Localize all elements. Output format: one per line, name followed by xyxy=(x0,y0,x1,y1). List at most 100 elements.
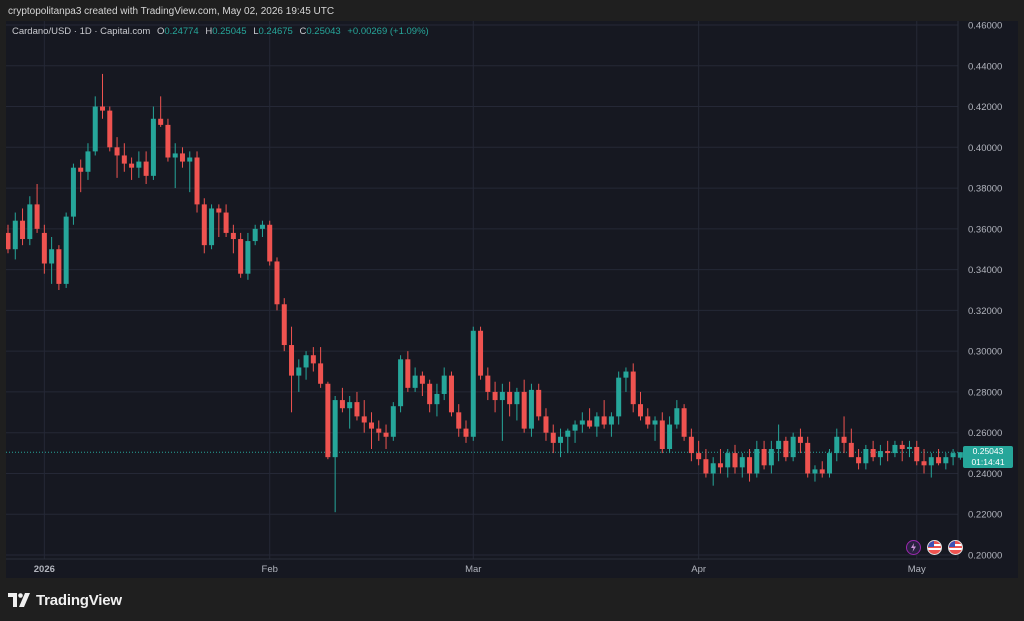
high-value: 0.25045 xyxy=(212,26,247,37)
candle-body xyxy=(478,330,484,376)
candle-body xyxy=(143,161,149,176)
candle-body xyxy=(165,124,171,158)
low-value: 0.24675 xyxy=(258,26,293,37)
brand-wordmark: TradingView xyxy=(36,591,122,609)
y-tick-label: 0.40000 xyxy=(968,143,1002,154)
candle-body xyxy=(827,453,833,474)
candle-body xyxy=(150,118,156,176)
bar-countdown: 01:14:41 xyxy=(971,457,1005,467)
tradingview-logo-icon xyxy=(8,593,30,607)
candle-body xyxy=(70,167,76,217)
y-tick-label: 0.42000 xyxy=(968,102,1002,113)
candle-body xyxy=(805,442,811,474)
candle-body xyxy=(652,420,658,425)
high-label: H xyxy=(205,26,213,37)
candle-body xyxy=(419,375,425,384)
candle-body xyxy=(536,389,542,417)
candle-body xyxy=(543,416,549,433)
y-tick-label: 0.30000 xyxy=(968,347,1002,358)
candle-body xyxy=(863,449,869,464)
symbol-title: Cardano/USD · 1D · Capital.com xyxy=(12,26,151,37)
candle-body xyxy=(129,163,135,168)
last-price-value: 0.25043 xyxy=(972,446,1004,456)
candle-body xyxy=(136,161,142,168)
candle-body xyxy=(63,216,69,284)
snapshot-header: cryptopolitanpa3 created with TradingVie… xyxy=(8,6,335,17)
candle-body xyxy=(514,391,520,405)
candle-body xyxy=(201,204,207,246)
candle-body xyxy=(107,110,113,148)
candle-body xyxy=(579,420,585,425)
candle-body xyxy=(906,446,912,449)
us-flag-icon[interactable] xyxy=(927,540,942,555)
candle-body xyxy=(761,449,767,466)
candle-body xyxy=(6,232,11,250)
candle-body xyxy=(238,239,244,274)
y-tick-label: 0.38000 xyxy=(968,184,1002,195)
y-tick-label: 0.46000 xyxy=(968,21,1002,32)
candle-body xyxy=(470,330,476,437)
change-value: +0.00269 (+1.09%) xyxy=(347,26,429,37)
candle-body xyxy=(594,416,600,427)
candle-body xyxy=(441,375,447,394)
candle-body xyxy=(41,232,47,264)
candle-body xyxy=(448,375,454,413)
candle-body xyxy=(347,402,353,409)
candle-body xyxy=(776,440,782,449)
candle-body xyxy=(230,232,236,240)
candle-body xyxy=(412,375,418,388)
us-flag-icon[interactable] xyxy=(948,540,963,555)
candle-body xyxy=(885,451,891,454)
candle-body xyxy=(369,422,374,429)
candle-body xyxy=(56,249,62,284)
candle-body xyxy=(427,383,433,405)
candle-body xyxy=(630,371,636,405)
price-chart[interactable]: 0.46000 0.44000 0.42000 0.40000 0.38000 0.360… xyxy=(6,21,1018,578)
candle-body xyxy=(179,153,185,162)
candle-body xyxy=(703,459,709,474)
lightning-icon[interactable] xyxy=(906,540,921,555)
candle-body xyxy=(681,408,687,437)
candle-body xyxy=(245,241,251,274)
candle-body xyxy=(100,106,106,111)
candle-body xyxy=(856,457,862,464)
candle-body xyxy=(376,428,382,433)
candle-body xyxy=(768,449,774,466)
candle-body xyxy=(267,224,273,262)
chart-area[interactable]: 0.46000 0.44000 0.42000 0.40000 0.38000 0.360… xyxy=(6,21,1018,578)
candle-body xyxy=(587,420,593,427)
candle-body xyxy=(790,436,796,458)
candle-body xyxy=(870,449,876,458)
candle-body xyxy=(950,453,956,458)
candle-body xyxy=(499,391,505,401)
open-label: O xyxy=(156,26,165,37)
y-tick-label: 0.20000 xyxy=(968,551,1002,562)
candle-body xyxy=(957,452,963,458)
candle-body xyxy=(492,391,498,401)
candle-body xyxy=(92,106,98,152)
candle-body xyxy=(754,449,760,474)
candle-body xyxy=(85,151,91,172)
candle-body xyxy=(696,453,702,460)
candle-body xyxy=(616,377,622,417)
candle-body xyxy=(936,457,942,464)
candle-body xyxy=(943,457,949,464)
candle-body xyxy=(659,420,665,449)
x-tick-label: Mar xyxy=(465,564,481,575)
candle-body xyxy=(725,453,731,468)
candle-body xyxy=(848,442,854,458)
candle-body xyxy=(558,436,564,443)
symbol-legend: Cardano/USD · 1D · Capital.com O0.24774 … xyxy=(12,26,429,37)
candle-body xyxy=(565,430,571,437)
candle-body xyxy=(463,428,469,437)
candle-body xyxy=(49,249,55,264)
candle-body xyxy=(550,432,556,443)
open-value: 0.24774 xyxy=(164,26,199,37)
candle-body xyxy=(528,389,534,429)
candle-body xyxy=(296,367,302,376)
tradingview-logo[interactable]: TradingView xyxy=(8,589,122,611)
candle-body xyxy=(27,204,33,240)
candle-body xyxy=(710,463,716,474)
candle-body xyxy=(339,400,345,409)
candle-body xyxy=(34,204,40,229)
